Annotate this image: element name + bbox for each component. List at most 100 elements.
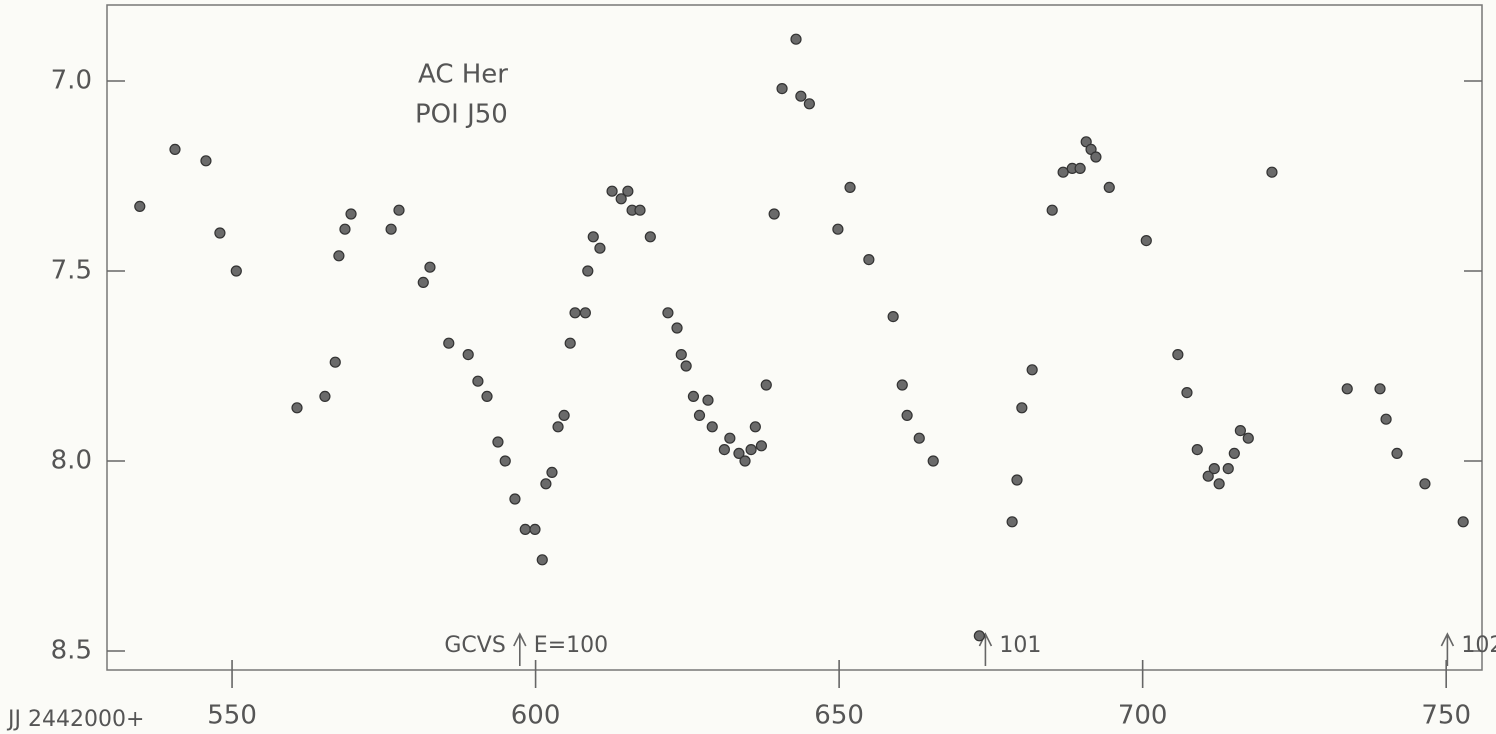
data-point: [760, 379, 772, 391]
arrow-label: E=100: [534, 633, 608, 658]
data-point: [1191, 444, 1203, 456]
data-point: [1016, 402, 1028, 414]
data-point: [339, 223, 351, 235]
data-point: [1103, 181, 1115, 193]
data-point: [680, 360, 692, 372]
data-point: [768, 208, 780, 220]
data-point: [1011, 474, 1023, 486]
data-point: [134, 200, 146, 212]
y-tick-label: 8.5: [51, 636, 92, 666]
data-point: [319, 390, 331, 402]
data-point: [1228, 447, 1240, 459]
data-point: [795, 90, 807, 102]
data-point: [1140, 235, 1152, 247]
plot-frame: [106, 4, 1483, 671]
data-point: [644, 231, 656, 243]
data-point: [687, 390, 700, 402]
data-point: [579, 307, 591, 319]
x-tick-label: 600: [511, 701, 561, 731]
data-point: [345, 208, 357, 220]
data-point: [1222, 463, 1234, 475]
data-point: [1374, 383, 1386, 395]
data-point: [329, 356, 341, 368]
data-point: [214, 227, 226, 239]
data-point: [587, 231, 599, 243]
data-point: [973, 630, 985, 642]
data-point: [594, 242, 606, 254]
data-point: [519, 523, 531, 536]
data-point: [393, 204, 405, 216]
data-point: [739, 455, 751, 467]
data-point: [671, 322, 683, 334]
data-point: [1213, 478, 1225, 490]
data-point: [693, 409, 706, 421]
data-point: [832, 223, 844, 235]
data-point: [200, 155, 212, 167]
data-point: [790, 33, 802, 45]
data-point: [385, 223, 397, 235]
data-point: [1181, 387, 1193, 399]
data-point: [552, 421, 564, 433]
data-point: [540, 478, 552, 490]
data-point: [558, 409, 570, 421]
data-point: [702, 394, 714, 406]
data-point: [1419, 478, 1431, 490]
data-point: [1026, 364, 1038, 376]
data-point: [1266, 166, 1278, 178]
arrow-label: GCVS: [444, 633, 505, 658]
data-point: [499, 455, 511, 467]
data-point: [606, 185, 618, 197]
data-point: [492, 436, 504, 448]
data-point: [443, 337, 455, 349]
data-point: [927, 455, 939, 467]
arrow: [978, 632, 993, 666]
y-tick-label: 8.0: [51, 446, 92, 476]
data-point: [896, 379, 908, 391]
data-point: [733, 447, 745, 459]
data-point: [291, 402, 303, 414]
data-point: [718, 444, 730, 456]
data-point: [536, 554, 548, 566]
data-point: [564, 337, 576, 349]
data-point: [546, 466, 558, 478]
data-point: [1457, 516, 1469, 528]
data-point: [675, 349, 687, 361]
y-tick-label: 7.5: [51, 256, 92, 286]
arrow-label: 101: [999, 633, 1041, 658]
data-point: [755, 440, 768, 452]
data-point: [634, 204, 646, 216]
x-tick-label: 650: [814, 701, 864, 731]
data-point: [776, 82, 788, 95]
data-point: [724, 432, 736, 444]
data-point: [509, 493, 521, 505]
data-point: [749, 421, 761, 433]
x-tick-label: 550: [207, 701, 257, 731]
data-point: [1172, 349, 1184, 361]
chart-subtitle: POI J50: [415, 100, 508, 130]
data-point: [481, 390, 493, 402]
data-point: [1391, 447, 1403, 459]
arrow: [1440, 632, 1455, 666]
data-point: [529, 523, 541, 536]
data-point: [622, 185, 634, 197]
data-point: [424, 261, 436, 273]
data-point: [1074, 162, 1086, 174]
data-point: [662, 307, 674, 319]
data-point: [863, 254, 875, 266]
data-point: [913, 432, 925, 444]
data-point: [1057, 166, 1069, 178]
data-point: [1341, 383, 1353, 395]
y-tick-label: 7.0: [51, 66, 92, 96]
data-point: [803, 98, 815, 110]
x-tick-label: 700: [1118, 701, 1168, 731]
data-point: [1006, 516, 1018, 528]
x-tick-label: 750: [1421, 701, 1471, 731]
data-point: [472, 375, 484, 387]
data-point: [901, 409, 913, 421]
data-point: [1380, 413, 1392, 425]
data-point: [1046, 204, 1058, 216]
data-point: [887, 311, 899, 323]
data-point: [1202, 470, 1214, 482]
arrow: [513, 632, 527, 666]
